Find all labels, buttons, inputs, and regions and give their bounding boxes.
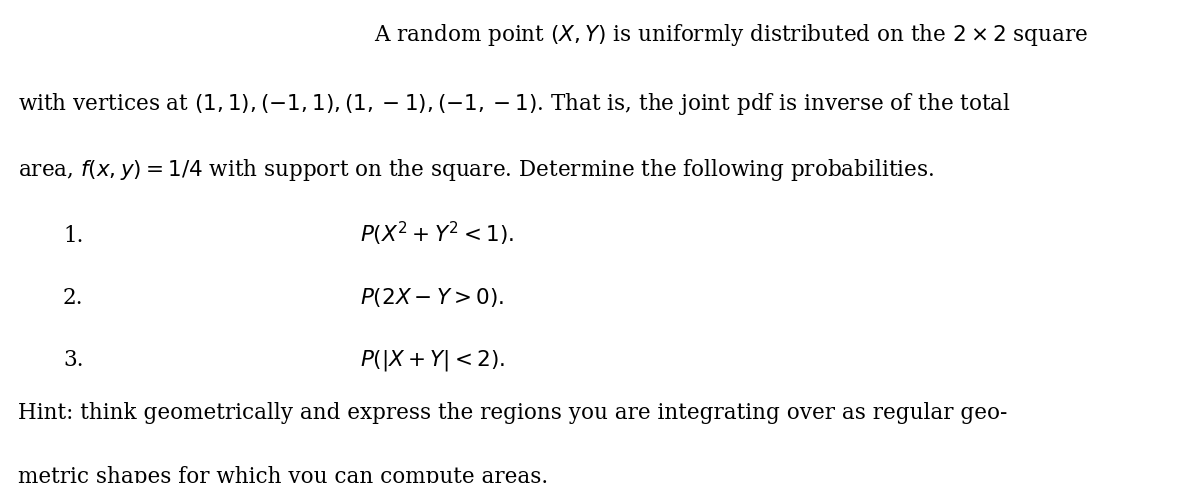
Text: $P(2X - Y > 0).$: $P(2X - Y > 0).$ xyxy=(360,286,504,309)
Text: 2.: 2. xyxy=(64,287,84,309)
Text: area, $f(x,y) = 1/4$ with support on the square. Determine the following probabi: area, $f(x,y) = 1/4$ with support on the… xyxy=(18,157,935,183)
Text: 3.: 3. xyxy=(64,349,84,371)
Text: A random point $(X,Y)$ is uniformly distributed on the $2 \times 2$ square: A random point $(X,Y)$ is uniformly dist… xyxy=(374,22,1088,48)
Text: Hint: think geometrically and express the regions you are integrating over as re: Hint: think geometrically and express th… xyxy=(18,402,1008,424)
Text: $P(X^2 + Y^2 < 1).$: $P(X^2 + Y^2 < 1).$ xyxy=(360,220,514,248)
Text: metric shapes for which you can compute areas.: metric shapes for which you can compute … xyxy=(18,466,548,483)
Text: $P(|X + Y| < 2).$: $P(|X + Y| < 2).$ xyxy=(360,348,505,373)
Text: 1.: 1. xyxy=(64,225,83,247)
Text: with vertices at $(1,1),(-1,1),(1,-1),(-1,-1)$. That is, the joint pdf is invers: with vertices at $(1,1),(-1,1),(1,-1),(-… xyxy=(18,91,1012,116)
